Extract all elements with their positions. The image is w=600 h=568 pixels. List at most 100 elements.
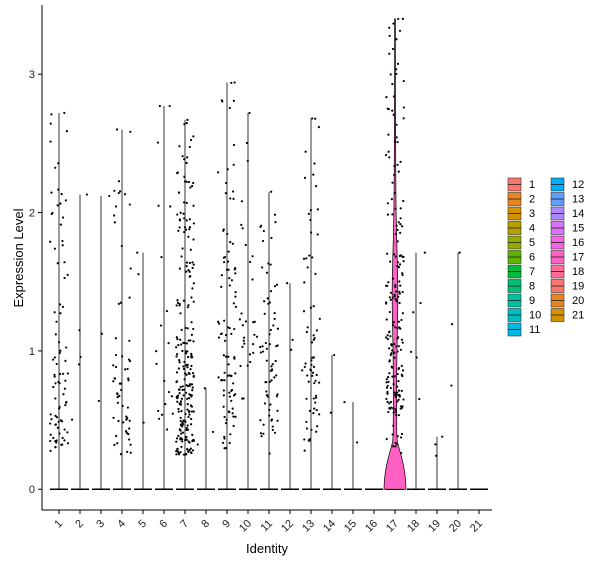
expr-point-13 bbox=[306, 374, 309, 377]
expr-point-17 bbox=[402, 106, 405, 109]
expr-point-18 bbox=[415, 356, 418, 359]
expr-point-11 bbox=[275, 374, 278, 377]
expr-point-9 bbox=[217, 376, 220, 379]
expr-point-1 bbox=[56, 204, 59, 207]
expr-point-11 bbox=[270, 418, 274, 421]
expr-point-6 bbox=[170, 395, 174, 398]
expr-point-20 bbox=[450, 323, 454, 326]
expr-point-1 bbox=[53, 247, 56, 250]
expr-point-10 bbox=[241, 324, 244, 327]
expr-point-10 bbox=[242, 336, 246, 339]
expr-point-7 bbox=[188, 218, 191, 221]
expr-point-7 bbox=[189, 368, 192, 371]
expr-point-9 bbox=[230, 81, 233, 84]
expr-point-4 bbox=[128, 419, 131, 422]
expr-point-17 bbox=[394, 410, 397, 413]
expr-point-17 bbox=[388, 296, 391, 299]
expr-point-7 bbox=[179, 429, 182, 432]
expr-point-1 bbox=[64, 359, 67, 362]
expr-point-8 bbox=[211, 430, 215, 434]
expr-point-7 bbox=[175, 440, 178, 443]
expr-point-7 bbox=[186, 363, 189, 366]
expr-point-7 bbox=[191, 356, 194, 359]
expr-point-11 bbox=[263, 312, 266, 315]
expr-point-9 bbox=[233, 356, 236, 359]
expr-point-7 bbox=[176, 299, 179, 302]
expr-point-7 bbox=[192, 263, 195, 266]
expr-point-1 bbox=[50, 418, 53, 421]
expr-point-7 bbox=[191, 439, 194, 443]
expr-point-10 bbox=[248, 111, 251, 115]
expr-point-9 bbox=[224, 355, 228, 358]
expr-point-17 bbox=[395, 345, 398, 348]
expr-point-7 bbox=[191, 266, 194, 270]
expr-point-4 bbox=[116, 401, 119, 404]
expr-point-7 bbox=[191, 449, 195, 452]
expr-point-6 bbox=[160, 413, 164, 416]
expr-point-9 bbox=[228, 395, 232, 398]
expr-point-7 bbox=[180, 328, 183, 331]
expr-point-6 bbox=[167, 390, 171, 394]
expr-point-17 bbox=[386, 213, 390, 216]
expr-point-18 bbox=[419, 301, 422, 305]
x-tick-label: 11 bbox=[259, 518, 276, 535]
expr-point-13 bbox=[314, 396, 318, 399]
expr-point-17 bbox=[394, 395, 397, 399]
y-tick-label: 0 bbox=[29, 484, 35, 496]
expr-point-13 bbox=[302, 310, 306, 313]
expr-point-9 bbox=[228, 411, 231, 414]
legend-label-14: 14 bbox=[572, 208, 584, 220]
expr-point-14 bbox=[329, 411, 332, 414]
expr-point-2 bbox=[70, 418, 74, 421]
expr-point-9 bbox=[222, 394, 225, 397]
expr-point-13 bbox=[311, 117, 314, 120]
legend-label-1: 1 bbox=[529, 179, 535, 191]
expr-point-7 bbox=[188, 393, 191, 396]
expr-point-13 bbox=[315, 408, 318, 412]
expr-point-13 bbox=[316, 208, 319, 211]
expr-point-4 bbox=[115, 434, 118, 438]
expr-point-6 bbox=[169, 205, 172, 208]
expr-point-7 bbox=[180, 445, 183, 448]
expr-point-13 bbox=[306, 266, 309, 269]
expr-point-7 bbox=[176, 213, 179, 216]
expr-point-17 bbox=[393, 356, 396, 359]
expr-point-17 bbox=[388, 359, 391, 362]
expr-point-19 bbox=[434, 443, 437, 446]
expr-point-7 bbox=[186, 403, 189, 406]
expr-point-9 bbox=[234, 372, 237, 375]
expr-point-17 bbox=[391, 324, 395, 327]
expr-point-7 bbox=[185, 180, 188, 183]
expr-point-17 bbox=[388, 26, 391, 29]
expr-point-6 bbox=[157, 409, 160, 413]
expr-point-17 bbox=[391, 181, 394, 184]
expr-point-9 bbox=[218, 322, 221, 325]
expr-point-11 bbox=[273, 285, 277, 288]
expr-point-17 bbox=[398, 29, 402, 32]
expr-point-7 bbox=[179, 385, 182, 389]
expr-point-4 bbox=[112, 380, 115, 383]
expr-point-17 bbox=[396, 435, 399, 438]
expr-point-11 bbox=[272, 324, 275, 327]
expr-point-17 bbox=[391, 296, 395, 299]
expr-point-1 bbox=[57, 188, 60, 191]
expr-point-9 bbox=[233, 327, 236, 331]
expr-point-7 bbox=[187, 180, 191, 184]
expr-point-7 bbox=[179, 451, 182, 454]
expr-point-14 bbox=[333, 353, 336, 357]
expr-point-13 bbox=[309, 368, 312, 371]
expr-point-17 bbox=[389, 291, 393, 294]
expr-point-11 bbox=[262, 229, 265, 233]
expr-point-17 bbox=[399, 222, 402, 226]
expr-point-13 bbox=[303, 365, 306, 368]
expr-point-13 bbox=[301, 369, 304, 372]
expr-point-1 bbox=[54, 445, 57, 449]
expr-point-4 bbox=[129, 443, 132, 446]
expr-point-17 bbox=[399, 160, 402, 163]
expr-point-7 bbox=[192, 375, 195, 378]
expr-point-11 bbox=[259, 432, 262, 435]
expr-point-1 bbox=[59, 312, 62, 315]
expr-point-17 bbox=[388, 156, 391, 159]
expr-point-9 bbox=[230, 332, 233, 335]
